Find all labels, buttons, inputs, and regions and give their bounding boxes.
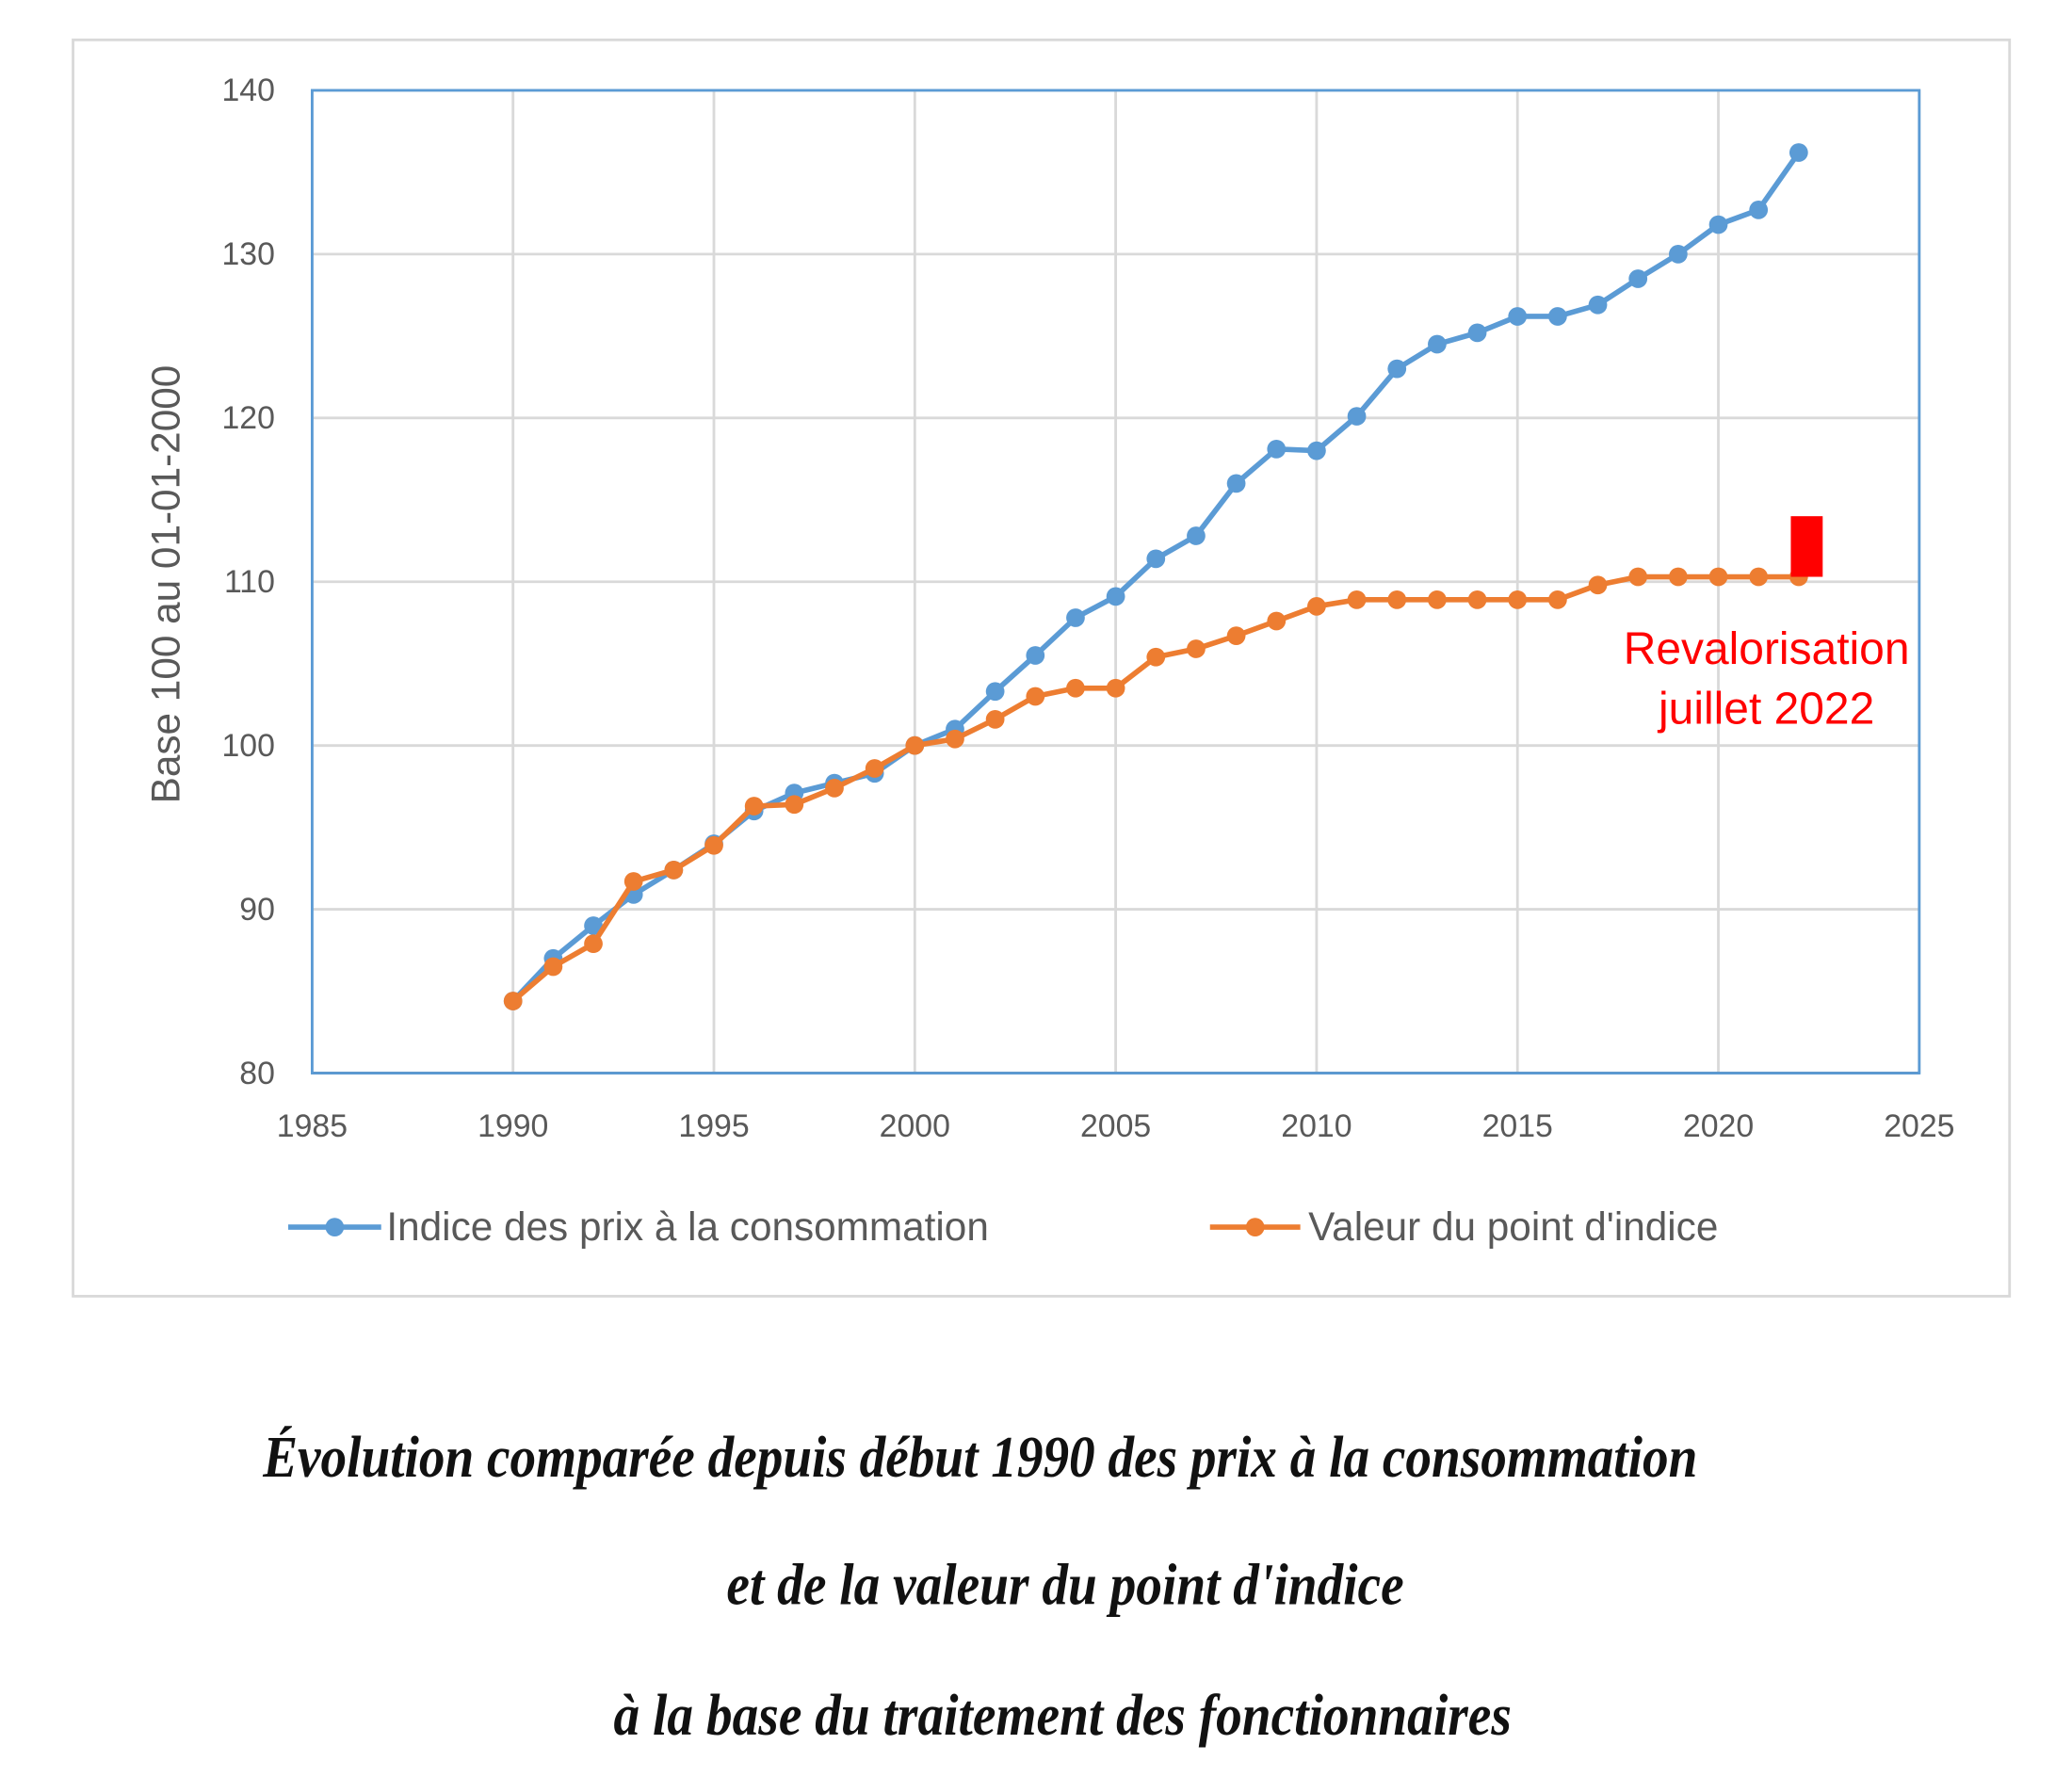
data-point xyxy=(1749,201,1769,219)
y-tick-label: 140 xyxy=(221,73,274,108)
revalorisation-bar xyxy=(1790,516,1823,577)
x-tick-label: 1985 xyxy=(277,1108,348,1144)
data-point xyxy=(1307,441,1326,460)
data-point xyxy=(1749,567,1769,587)
data-point xyxy=(1628,269,1648,288)
data-point xyxy=(785,795,804,815)
data-point xyxy=(1668,244,1688,264)
data-point xyxy=(1106,587,1125,606)
x-tick-label: 2005 xyxy=(1080,1108,1151,1144)
data-point xyxy=(1668,567,1688,587)
plot-border xyxy=(311,89,1921,1074)
tick-labels: 1985 1990 1995 2000 2005 2010 2015 2020 2025 80 90… xyxy=(221,73,1954,1144)
data-point xyxy=(1588,295,1608,315)
data-point xyxy=(543,957,563,977)
data-point xyxy=(1226,626,1246,645)
data-point xyxy=(1789,143,1808,162)
caption-line-1: Évolution comparée depuis début 1990 des… xyxy=(262,1426,1697,1490)
data-point xyxy=(1708,567,1728,587)
data-point xyxy=(1146,647,1166,667)
y-tick-label: 80 xyxy=(239,1056,275,1091)
legend-marker-point xyxy=(1245,1218,1265,1236)
data-point xyxy=(1106,678,1125,698)
caption-line-2: et de la valeur du point d'indice xyxy=(726,1554,1403,1618)
data-point xyxy=(1387,359,1407,379)
data-point xyxy=(1026,646,1045,665)
caption-line-3: à la base du traitement des fonctionnair… xyxy=(614,1684,1512,1748)
data-point xyxy=(946,729,964,749)
data-point xyxy=(1187,639,1206,658)
data-point xyxy=(1428,334,1447,354)
data-point xyxy=(1508,590,1528,609)
data-point xyxy=(865,759,884,778)
data-point xyxy=(1548,307,1567,326)
x-tick-label: 2025 xyxy=(1884,1108,1954,1144)
data-point xyxy=(584,916,603,935)
x-tick-label: 2010 xyxy=(1281,1108,1352,1144)
data-point xyxy=(905,735,925,755)
x-tick-label: 1995 xyxy=(678,1108,749,1144)
y-tick-label: 120 xyxy=(221,400,274,436)
data-point xyxy=(704,835,723,855)
data-point xyxy=(664,860,684,880)
data-point xyxy=(1467,323,1487,343)
data-point xyxy=(1066,608,1085,627)
data-point xyxy=(1708,215,1728,234)
y-axis-label: Base 100 au 01-01-2000 xyxy=(143,365,187,804)
data-point xyxy=(1226,474,1246,493)
y-tick-label: 110 xyxy=(224,564,275,600)
data-point xyxy=(744,797,764,816)
data-point xyxy=(584,934,603,953)
series-layer xyxy=(503,143,1808,1010)
data-point xyxy=(1267,439,1287,459)
data-point xyxy=(1347,590,1367,609)
annotation-line-1: Revalorisation xyxy=(1624,624,1910,674)
data-point xyxy=(825,779,844,798)
data-point xyxy=(1387,590,1407,609)
data-point xyxy=(1146,549,1166,569)
y-tick-label: 130 xyxy=(221,236,274,272)
legend-label-cpi: Indice des prix à la consommation xyxy=(386,1204,988,1249)
data-point xyxy=(1066,678,1085,698)
x-tick-label: 2020 xyxy=(1683,1108,1754,1144)
data-point xyxy=(1307,596,1326,616)
data-point xyxy=(1628,567,1648,587)
y-tick-label: 100 xyxy=(221,728,274,764)
data-point xyxy=(1548,590,1567,609)
y-tick-label: 90 xyxy=(239,892,275,928)
x-tick-label: 2000 xyxy=(880,1108,950,1144)
data-point xyxy=(985,709,1005,729)
data-point xyxy=(1467,590,1487,609)
x-tick-label: 2015 xyxy=(1482,1108,1553,1144)
legend-label-point: Valeur du point d'indice xyxy=(1308,1204,1718,1249)
data-point xyxy=(1508,307,1528,326)
annotation-line-2: juillet 2022 xyxy=(1657,685,1874,735)
data-point xyxy=(1428,590,1447,609)
data-point xyxy=(1187,526,1206,545)
data-point xyxy=(985,682,1005,702)
legend-marker-cpi xyxy=(325,1218,345,1236)
data-point xyxy=(1347,407,1367,426)
data-point xyxy=(1267,611,1287,631)
data-point xyxy=(1588,575,1608,595)
x-tick-label: 1990 xyxy=(478,1108,548,1144)
series-1 xyxy=(503,567,1808,1010)
legend: Indice des prix à la consommation Valeur… xyxy=(288,1204,1718,1249)
data-point xyxy=(503,992,523,1010)
data-point xyxy=(1026,687,1045,706)
data-point xyxy=(623,872,643,891)
